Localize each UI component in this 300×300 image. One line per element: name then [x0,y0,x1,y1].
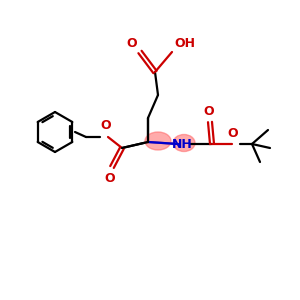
Ellipse shape [173,134,195,152]
Ellipse shape [145,132,171,150]
Text: O: O [228,127,238,140]
Text: O: O [105,172,115,185]
Text: O: O [204,105,214,118]
Text: O: O [126,37,137,50]
Text: O: O [101,119,111,132]
Text: NH: NH [172,137,192,151]
Text: OH: OH [174,37,195,50]
